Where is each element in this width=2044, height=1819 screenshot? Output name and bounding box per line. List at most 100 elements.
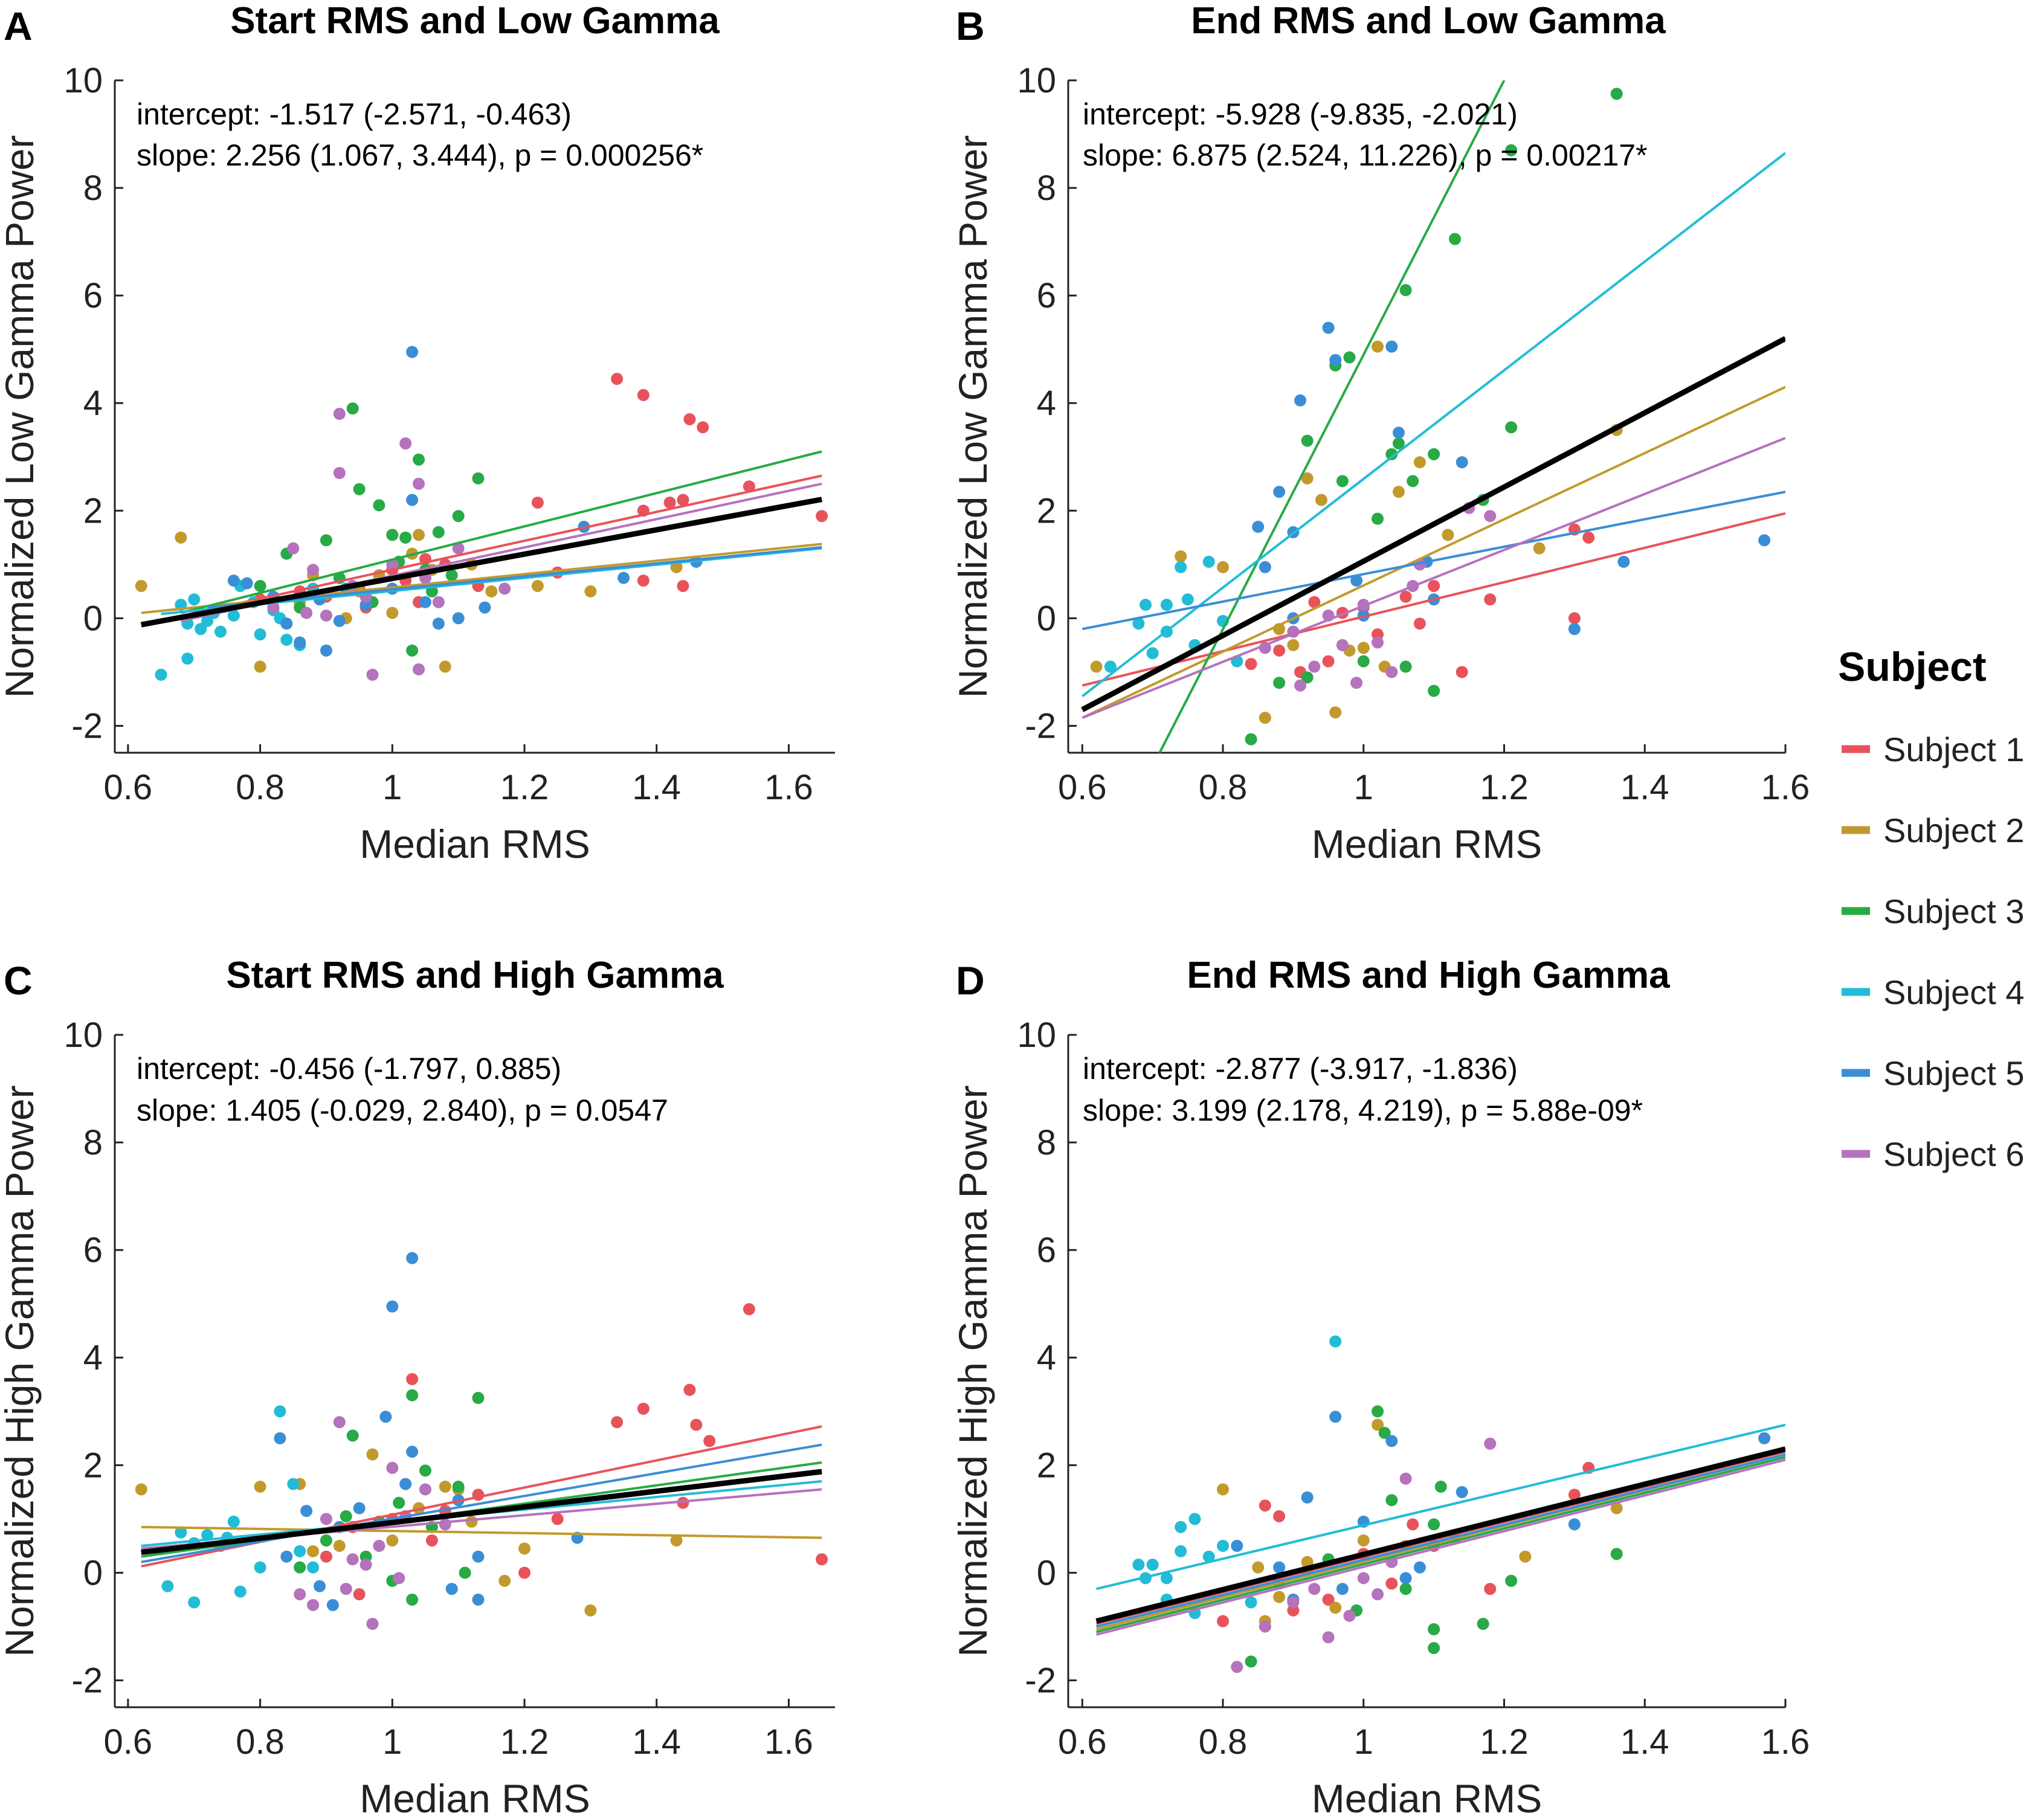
data-point-s3 xyxy=(1372,512,1384,525)
data-point-s5 xyxy=(1568,623,1581,636)
data-point-s1 xyxy=(1273,644,1286,657)
data-point-s4 xyxy=(1329,1335,1342,1348)
fit-line-subject-5 xyxy=(1082,491,1785,631)
panel-d: D End RMS and High Gamma 0.6 0.8 1 1.2 1.4 1.6 -… xyxy=(950,955,1810,1819)
data-point-s2 xyxy=(386,607,399,619)
data-point-s3 xyxy=(472,1392,485,1405)
data-point-s5 xyxy=(406,346,419,358)
data-point-s3 xyxy=(1407,475,1419,488)
data-point-s4 xyxy=(1132,1559,1145,1571)
data-point-s5 xyxy=(280,1550,293,1563)
data-point-s3 xyxy=(1399,1583,1412,1595)
data-point-s1 xyxy=(1245,658,1257,671)
data-point-s1 xyxy=(1456,666,1468,678)
data-point-s1 xyxy=(1428,579,1440,592)
data-point-s3 xyxy=(346,1429,359,1442)
data-point-s4 xyxy=(195,623,207,636)
data-point-s5 xyxy=(432,617,445,630)
y-tick-label: 2 xyxy=(1037,491,1056,530)
data-point-s5 xyxy=(314,1580,326,1592)
x-tick-label: 0.8 xyxy=(1199,768,1248,807)
y-axis-label: Normalized High Gamma Power xyxy=(950,1085,995,1656)
data-point-s4 xyxy=(1202,555,1215,568)
data-point-s6 xyxy=(1294,679,1307,692)
data-point-s3 xyxy=(445,569,458,582)
data-point-s3 xyxy=(472,472,485,485)
y-tick-label: 8 xyxy=(1037,1123,1056,1162)
data-point-s4 xyxy=(1104,660,1117,673)
data-point-s2 xyxy=(1301,472,1314,485)
data-point-s3 xyxy=(1505,421,1518,434)
data-point-s5 xyxy=(472,1593,485,1606)
data-point-s1 xyxy=(1568,612,1581,625)
y-tick-label: 4 xyxy=(1037,384,1056,423)
data-point-s4 xyxy=(155,668,167,681)
data-point-s3 xyxy=(1372,1405,1384,1418)
data-point-s2 xyxy=(1442,529,1454,541)
data-point-s6 xyxy=(1372,636,1384,649)
data-point-s5 xyxy=(1758,1432,1771,1444)
fit-line-subject-5 xyxy=(207,546,822,609)
chart-title: End RMS and Low Gamma xyxy=(1191,0,1666,42)
data-point-s2 xyxy=(1372,1418,1384,1431)
data-point-s1 xyxy=(1413,617,1426,630)
legend-title: Subject xyxy=(1838,644,1987,690)
data-point-s3 xyxy=(1610,88,1623,100)
data-point-s2 xyxy=(1533,542,1546,555)
legend-label: Subject 5 xyxy=(1883,1054,2025,1092)
data-point-s1 xyxy=(320,1550,332,1563)
data-point-s1 xyxy=(816,1553,828,1566)
data-point-s1 xyxy=(677,1496,689,1509)
legend-item: Subject 5 xyxy=(1842,1054,2025,1092)
x-axis-label: Median RMS xyxy=(359,822,590,866)
data-point-s4 xyxy=(280,634,293,646)
x-tick-label: 1.4 xyxy=(632,1722,681,1762)
data-point-s6 xyxy=(1484,1437,1497,1450)
y-tick-label: 10 xyxy=(63,1016,103,1055)
fit-line-subject-4 xyxy=(1082,152,1785,698)
y-tick-label: 8 xyxy=(83,1123,103,1162)
data-point-s4 xyxy=(1160,1572,1173,1585)
data-point-s1 xyxy=(816,510,828,523)
data-point-s5 xyxy=(386,1300,399,1313)
data-point-s2 xyxy=(307,1545,320,1557)
data-point-s5 xyxy=(1758,534,1771,547)
data-point-s4 xyxy=(274,1405,286,1418)
y-tick-label: 10 xyxy=(1017,61,1056,100)
x-tick-label: 1.2 xyxy=(500,1722,549,1762)
data-point-s5 xyxy=(472,1550,485,1563)
data-point-s6 xyxy=(1287,1596,1300,1609)
data-point-s6 xyxy=(294,1588,306,1601)
data-point-s6 xyxy=(1385,666,1398,678)
data-point-s3 xyxy=(1428,1623,1440,1635)
data-point-s5 xyxy=(1336,1583,1349,1595)
plot-area xyxy=(135,1252,828,1630)
data-point-s1 xyxy=(1568,1489,1581,1501)
data-point-s3 xyxy=(320,1534,332,1547)
data-point-s4 xyxy=(201,614,214,627)
y-tick-label: 4 xyxy=(1037,1338,1056,1377)
fit-intercept-annotation: intercept: -5.928 (-9.835, -2.021) xyxy=(1083,97,1518,131)
y-tick-label: 6 xyxy=(1037,276,1056,315)
data-point-s6 xyxy=(419,1483,431,1496)
legend-label: Subject 4 xyxy=(1883,973,2025,1011)
legend-item: Subject 4 xyxy=(1842,973,2025,1011)
data-point-s4 xyxy=(1181,593,1194,606)
data-point-s1 xyxy=(637,388,650,401)
data-point-s1 xyxy=(611,1416,624,1429)
data-point-s6 xyxy=(413,663,425,675)
data-point-s6 xyxy=(366,668,379,681)
data-point-s3 xyxy=(1301,434,1314,447)
data-point-s6 xyxy=(1484,510,1497,523)
data-point-s4 xyxy=(1175,1545,1187,1557)
data-point-s3 xyxy=(1385,1494,1398,1507)
fit-intercept-annotation: intercept: -2.877 (-3.917, -1.836) xyxy=(1083,1052,1518,1086)
data-point-s5 xyxy=(300,1505,313,1518)
data-point-s2 xyxy=(1357,1534,1370,1547)
data-point-s1 xyxy=(1322,655,1335,668)
data-point-s3 xyxy=(346,402,359,415)
data-point-s1 xyxy=(1217,1615,1230,1627)
data-point-s1 xyxy=(425,1534,438,1547)
x-tick-label: 0.6 xyxy=(104,1722,153,1762)
data-point-s4 xyxy=(1245,1596,1257,1609)
